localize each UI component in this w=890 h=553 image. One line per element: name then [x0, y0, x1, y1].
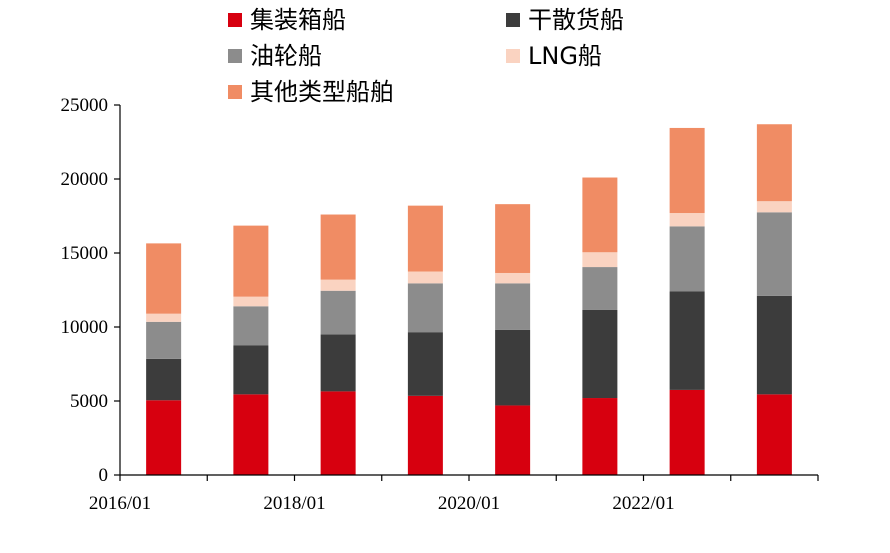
bar-segment-4-2022-01 — [669, 213, 705, 227]
bar-segment-5-2020-01 — [495, 204, 531, 273]
bar-segment-4-2023-01 — [756, 201, 792, 213]
legend-swatch — [228, 49, 242, 63]
legend-label: 干散货船 — [528, 6, 624, 34]
bar-segment-5-2016-01 — [146, 243, 182, 314]
bar-segment-5-2021-01 — [582, 177, 618, 253]
legend-label: 集装箱船 — [250, 6, 346, 34]
bar-segment-2-2020-01 — [495, 329, 531, 406]
bar-segment-1-2018-01 — [320, 391, 356, 475]
bar-segment-2-2023-01 — [756, 295, 792, 395]
bar-segment-5-2017-01 — [233, 225, 269, 297]
bar-segment-4-2020-01 — [495, 272, 531, 284]
y-tick-label: 25000 — [61, 95, 109, 116]
legend-label: LNG船 — [528, 42, 602, 70]
axes: 0 5000 10000 15000 20000 25000 2016/01 2018/01 2… — [61, 95, 819, 514]
legend-item: 集装箱船 — [228, 6, 346, 34]
bar-segment-2-2022-01 — [669, 291, 705, 390]
bar-segment-2-2017-01 — [233, 345, 269, 395]
y-tick-label: 10000 — [61, 317, 109, 338]
bars — [146, 124, 792, 475]
bar-segment-3-2018-01 — [320, 290, 356, 335]
legend-swatch — [228, 85, 242, 99]
legend-item: 油轮船 — [228, 42, 322, 70]
legend-item: 其他类型船舶 — [228, 78, 394, 106]
y-tick-label: 5000 — [70, 391, 108, 412]
bar-segment-1-2017-01 — [233, 394, 269, 475]
y-tick-label: 20000 — [61, 169, 109, 190]
legend-label: 油轮船 — [250, 42, 322, 70]
bar-segment-2-2019-01 — [407, 332, 443, 396]
bar-segment-1-2016-01 — [146, 400, 182, 475]
legend-swatch — [506, 49, 520, 63]
bar-segment-5-2023-01 — [756, 124, 792, 202]
bar-segment-2-2018-01 — [320, 334, 356, 392]
bar-segment-5-2019-01 — [407, 205, 443, 272]
legend-swatch — [228, 13, 242, 27]
bar-segment-4-2021-01 — [582, 252, 618, 268]
legend-label: 其他类型船舶 — [250, 78, 394, 106]
bar-segment-4-2017-01 — [233, 296, 269, 307]
legend-item: 干散货船 — [506, 6, 624, 34]
bar-segment-2-2016-01 — [146, 358, 182, 401]
bar-segment-3-2022-01 — [669, 226, 705, 292]
x-tick-label: 2016/01 — [89, 493, 151, 514]
bar-segment-3-2020-01 — [495, 283, 531, 330]
bar-segment-3-2021-01 — [582, 267, 618, 310]
bar-segment-2-2021-01 — [582, 309, 618, 399]
bar-segment-5-2018-01 — [320, 214, 356, 280]
bar-segment-1-2019-01 — [407, 395, 443, 475]
bar-segment-4-2016-01 — [146, 313, 182, 322]
bar-segment-3-2017-01 — [233, 306, 269, 346]
bar-segment-1-2023-01 — [756, 394, 792, 475]
bar-segment-3-2023-01 — [756, 212, 792, 296]
bar-segment-5-2022-01 — [669, 127, 705, 214]
y-tick-label: 0 — [99, 465, 109, 486]
x-tick-label: 2020/01 — [438, 493, 500, 514]
bar-segment-1-2022-01 — [669, 389, 705, 475]
bar-segment-4-2019-01 — [407, 271, 443, 284]
x-tick-label: 2018/01 — [263, 493, 325, 514]
bar-segment-3-2019-01 — [407, 283, 443, 333]
x-tick-label: 2022/01 — [612, 493, 674, 514]
bar-segment-3-2016-01 — [146, 321, 182, 359]
y-tick-label: 15000 — [61, 243, 109, 264]
bar-segment-4-2018-01 — [320, 279, 356, 291]
bar-segment-1-2020-01 — [495, 405, 531, 475]
legend-swatch — [506, 13, 520, 27]
bar-segment-1-2021-01 — [582, 398, 618, 475]
legend-item: LNG船 — [506, 42, 602, 70]
